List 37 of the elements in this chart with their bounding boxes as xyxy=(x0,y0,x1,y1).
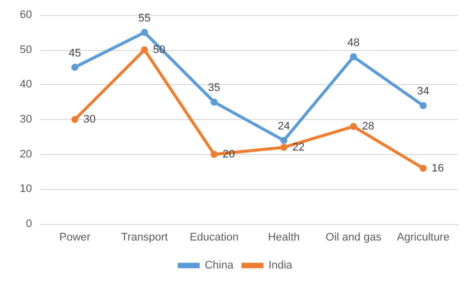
x-tick-label: Power xyxy=(59,232,91,244)
x-tick-label: Oil and gas xyxy=(326,232,382,244)
data-label: 35 xyxy=(208,82,220,94)
point xyxy=(141,28,148,36)
point xyxy=(350,53,357,60)
point xyxy=(420,164,427,172)
y-tick-label: 20 xyxy=(20,148,32,160)
x-tick-label: Agriculture xyxy=(396,232,450,244)
data-label: 24 xyxy=(278,120,290,132)
x-tick-label: Transport xyxy=(121,232,168,244)
y-tick-label: 60 xyxy=(20,9,32,21)
point xyxy=(280,136,288,144)
data-label: 16 xyxy=(432,162,444,174)
data-label: 22 xyxy=(292,141,305,154)
data-label: 45 xyxy=(68,47,81,60)
data-label: 28 xyxy=(362,120,374,132)
legend-label: India xyxy=(268,260,294,272)
point xyxy=(420,102,427,110)
x-tick-label: Health xyxy=(268,232,300,244)
y-tick-label: 40 xyxy=(20,78,32,91)
legend-label: China xyxy=(204,260,234,272)
data-label: 34 xyxy=(417,86,430,98)
y-tick-label: 50 xyxy=(20,44,32,56)
point xyxy=(141,46,148,54)
y-tick-label: 30 xyxy=(20,114,32,126)
point xyxy=(350,122,357,130)
data-label: 55 xyxy=(138,12,151,24)
x-tick-label: Education xyxy=(190,232,239,244)
data-label: 30 xyxy=(83,114,96,126)
y-tick-label: 0 xyxy=(26,218,32,230)
point xyxy=(210,98,218,106)
point xyxy=(71,116,78,123)
point xyxy=(210,150,218,158)
point xyxy=(71,64,78,71)
point xyxy=(280,144,288,151)
data-label: 48 xyxy=(347,36,360,49)
y-tick-label: 10 xyxy=(20,183,32,196)
